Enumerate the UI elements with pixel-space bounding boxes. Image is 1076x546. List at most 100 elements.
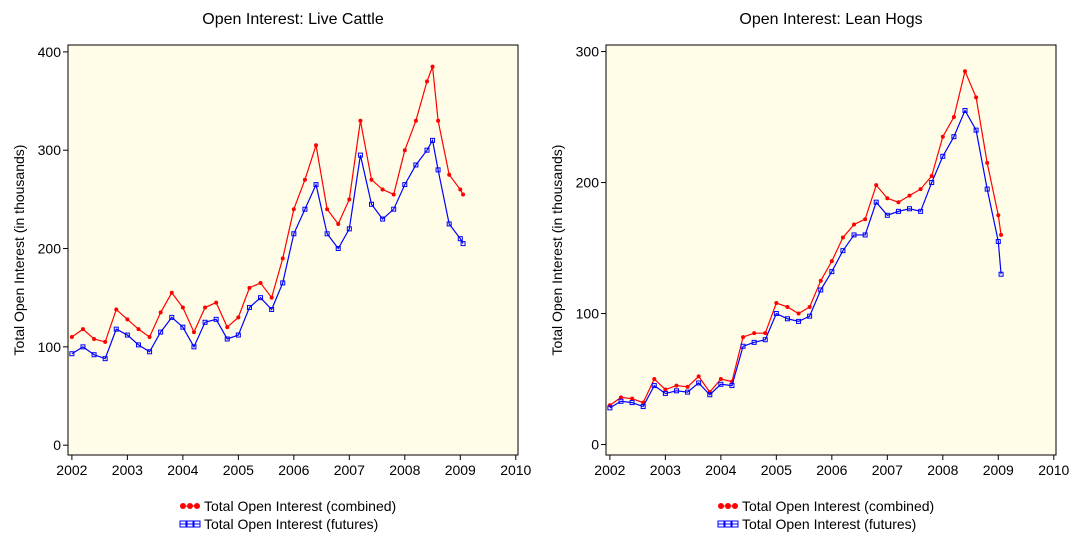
point	[751, 339, 757, 345]
x-tick-label: 2008	[927, 462, 958, 478]
point	[113, 326, 119, 332]
x-tick-label: 2008	[389, 462, 420, 478]
point	[607, 405, 613, 411]
point	[984, 186, 990, 192]
point	[124, 332, 130, 338]
y-tick-label: 100	[38, 339, 62, 355]
point	[135, 342, 141, 348]
point	[147, 335, 152, 340]
point	[999, 232, 1004, 237]
point	[796, 318, 802, 324]
point	[985, 160, 990, 165]
point	[235, 332, 241, 338]
x-tick-label: 2004	[705, 462, 736, 478]
point	[302, 177, 307, 182]
point	[169, 290, 174, 295]
point	[369, 177, 374, 182]
point	[357, 152, 363, 158]
point	[840, 248, 846, 254]
point	[125, 317, 130, 322]
point	[391, 206, 397, 212]
point	[413, 118, 418, 123]
point	[862, 232, 868, 238]
point	[663, 387, 668, 392]
point	[674, 383, 679, 388]
point	[358, 118, 363, 123]
point	[391, 192, 396, 197]
legend-label: Total Open Interest (futures)	[742, 516, 916, 532]
point	[380, 216, 386, 222]
point	[103, 339, 108, 344]
point	[214, 300, 219, 305]
x-tick-label: 2003	[650, 462, 681, 478]
point	[302, 206, 308, 212]
point	[424, 147, 430, 153]
point	[224, 336, 230, 342]
point	[225, 325, 230, 330]
point	[729, 383, 735, 389]
x-tick-label: 2006	[816, 462, 847, 478]
point	[974, 95, 979, 100]
point	[996, 213, 1001, 218]
point	[325, 207, 330, 212]
point	[202, 319, 208, 325]
y-tick-label: 0	[591, 437, 599, 453]
y-tick-label: 200	[38, 241, 62, 257]
point	[885, 196, 890, 201]
point	[618, 398, 624, 404]
point	[818, 287, 824, 293]
x-tick-label: 2002	[594, 462, 625, 478]
point	[102, 356, 108, 362]
point	[436, 118, 441, 123]
point	[114, 307, 119, 312]
point	[773, 311, 779, 317]
x-tick-label: 2007	[872, 462, 903, 478]
x-tick-label: 2006	[278, 462, 309, 478]
point	[940, 153, 946, 159]
point	[147, 349, 153, 355]
point	[269, 295, 274, 300]
point	[258, 295, 264, 301]
point	[651, 383, 657, 389]
point	[740, 343, 746, 349]
point	[963, 69, 968, 74]
x-tick-label: 2002	[56, 462, 87, 478]
point	[258, 280, 263, 285]
point	[91, 352, 97, 358]
point	[460, 241, 466, 247]
point	[630, 396, 635, 401]
point	[457, 236, 463, 242]
point	[696, 374, 701, 379]
point	[673, 388, 679, 394]
point	[402, 182, 408, 188]
plot-area	[605, 44, 1057, 456]
point	[92, 336, 97, 341]
point	[784, 316, 790, 322]
point	[874, 183, 879, 188]
point	[852, 222, 857, 227]
point	[247, 285, 252, 290]
point	[280, 256, 285, 261]
point	[940, 134, 945, 139]
point	[80, 344, 86, 350]
point	[752, 331, 757, 336]
series-line	[609, 109, 1002, 409]
point	[269, 306, 275, 312]
point	[998, 271, 1004, 277]
point	[347, 197, 352, 202]
x-tick-label: 2010	[500, 462, 531, 478]
x-tick-label: 2010	[1038, 462, 1069, 478]
point	[907, 206, 913, 212]
point	[829, 269, 835, 275]
point	[896, 200, 901, 205]
point	[718, 381, 724, 387]
point	[929, 180, 935, 186]
point	[707, 392, 713, 398]
point	[796, 311, 801, 316]
legend-label: Total Open Interest (futures)	[204, 516, 378, 532]
plot-area	[67, 44, 519, 456]
point	[851, 232, 857, 238]
point	[336, 221, 341, 226]
point	[69, 351, 75, 357]
